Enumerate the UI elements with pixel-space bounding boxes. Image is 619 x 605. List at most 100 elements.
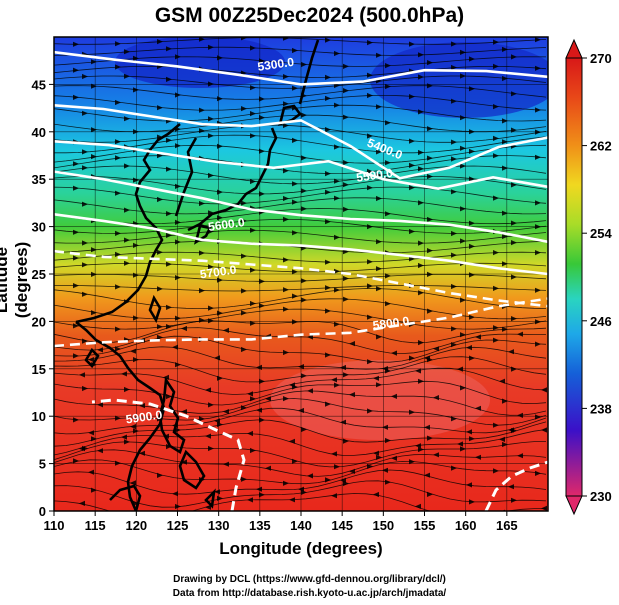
wind-arrow-10-88 — [82, 149, 88, 155]
wind-arrow-15-373 — [367, 185, 373, 191]
wind-arrow-24-373 — [367, 283, 373, 289]
wind-arrow-26-139 — [133, 315, 139, 321]
wind-arrow-44-517 — [511, 497, 517, 503]
wind-arrow-1-466 — [460, 49, 466, 55]
wind-arrow-37-214 — [214, 418, 220, 424]
wind-arrow-6-499 — [493, 104, 499, 110]
wind-arrow-4-256 — [250, 85, 256, 91]
wind-arrow-19-172 — [166, 232, 172, 238]
wind-arrow-27-373 — [367, 314, 373, 320]
wind-arrow-30-373 — [367, 359, 373, 365]
wind-arrow-38-517 — [511, 428, 517, 434]
wind-arrow-45-373 — [373, 491, 379, 498]
wind-arrow-10-172 — [166, 137, 172, 143]
wind-arrow-24-121 — [115, 284, 121, 290]
wind-arrow-24-247 — [241, 288, 247, 294]
wind-arrow-9-373 — [367, 133, 373, 139]
wind-arrow-18-247 — [241, 218, 247, 224]
wind-arrow-35-265 — [265, 396, 271, 402]
wind-arrow-13-130 — [124, 163, 130, 169]
wind-arrow-0-247 — [241, 37, 247, 41]
wind-arrow-4-88 — [82, 73, 88, 80]
wind-arrow-8-517 — [511, 127, 517, 133]
wind-arrow-40-298 — [292, 458, 298, 464]
wind-arrow-23-97 — [91, 271, 97, 277]
wind-arrow-42-289 — [283, 480, 289, 486]
wind-arrow-36-457 — [451, 416, 457, 422]
wind-arrow-25-256 — [250, 300, 256, 307]
wind-arrow-34-424 — [418, 378, 424, 384]
wind-arrow-40-382 — [376, 454, 382, 460]
wind-arrow-6-541 — [535, 107, 541, 113]
wind-arrow-31-88 — [88, 357, 94, 363]
wind-arrow-44-391 — [385, 479, 391, 485]
wind-arrow-5-97 — [91, 83, 97, 89]
wind-arrow-16-130 — [124, 207, 130, 213]
coast-hainan — [84, 347, 100, 369]
wind-arrow-9-457 — [451, 139, 457, 145]
wind-arrow-5-391 — [385, 83, 391, 90]
wind-arrow-3-79 — [73, 67, 79, 73]
wind-arrow-16-214 — [208, 210, 214, 216]
wind-arrow-41-139 — [139, 450, 145, 456]
wind-arrow-33-415 — [415, 368, 421, 374]
streamline-43 — [54, 469, 547, 495]
wind-arrow-29-391 — [391, 350, 397, 356]
streamline-35 — [54, 390, 547, 416]
wind-arrow-18-541 — [535, 224, 541, 230]
wind-arrow-32-349 — [343, 372, 349, 378]
wind-arrow-42-163 — [157, 472, 163, 478]
wind-arrow-29-97 — [97, 347, 103, 353]
wind-arrow-2-97 — [91, 59, 97, 65]
wind-arrow-37-88 — [88, 430, 94, 436]
wind-arrow-18-121 — [115, 230, 121, 236]
wind-arrow-10-508 — [502, 139, 508, 145]
wind-arrow-2-307 — [301, 61, 307, 68]
streamline-8 — [54, 114, 547, 133]
lat-tick-label-5: 5 — [39, 457, 46, 472]
streamline-23 — [54, 274, 547, 282]
wind-arrow-0-457 — [451, 41, 457, 47]
colorbar-top-arrow — [565, 38, 583, 59]
wind-arrow-22-340 — [334, 268, 340, 274]
lat-tick-label-35: 35 — [32, 172, 46, 187]
wind-arrow-19-424 — [418, 240, 424, 246]
wind-arrow-14-307 — [301, 188, 307, 194]
wind-arrow-23-181 — [175, 275, 181, 281]
wind-arrow-21-499 — [493, 250, 499, 256]
wind-arrow-44-181 — [175, 503, 181, 510]
wind-arrow-44-265 — [259, 492, 265, 498]
wind-arrow-12-499 — [493, 153, 499, 159]
wind-arrow-35-517 — [517, 412, 523, 418]
lon-tick-label-150: 150 — [372, 518, 394, 533]
wind-arrow-6-415 — [409, 94, 415, 100]
wind-arrow-7-256 — [250, 111, 256, 117]
wind-arrow-2-475 — [469, 56, 475, 62]
wind-arrow-17-181 — [175, 219, 181, 225]
wind-arrow-38-97 — [91, 436, 97, 442]
wind-arrow-6-457 — [451, 98, 457, 104]
wind-arrow-27-457 — [451, 326, 457, 332]
wind-arrow-37-382 — [382, 424, 388, 430]
wind-arrow-44-307 — [301, 489, 307, 495]
wind-arrow-19-298 — [292, 230, 298, 236]
wind-arrow-11-181 — [175, 143, 181, 149]
lon-tick-label-120: 120 — [125, 518, 147, 533]
wind-arrow-43-466 — [466, 482, 472, 488]
streamline-29 — [54, 327, 547, 355]
wind-arrow-2-181 — [175, 54, 181, 60]
wind-arrow-44-97 — [91, 487, 97, 493]
wind-arrow-40-424 — [418, 446, 424, 453]
streamline-6 — [54, 95, 547, 111]
wind-arrow-21-205 — [199, 250, 205, 256]
contour-line-5300.0 — [54, 50, 548, 86]
wind-arrow-1-508 — [502, 46, 508, 52]
wind-arrow-34-340 — [334, 382, 340, 388]
coast-korea — [174, 137, 198, 217]
wind-arrow-22-130 — [124, 260, 130, 266]
wind-arrow-4-130 — [124, 73, 130, 79]
wind-arrow-4-172 — [166, 76, 172, 82]
wind-arrow-2-265 — [259, 58, 265, 64]
wind-arrow-35-475 — [475, 405, 481, 411]
wind-arrow-39-457 — [457, 441, 463, 447]
